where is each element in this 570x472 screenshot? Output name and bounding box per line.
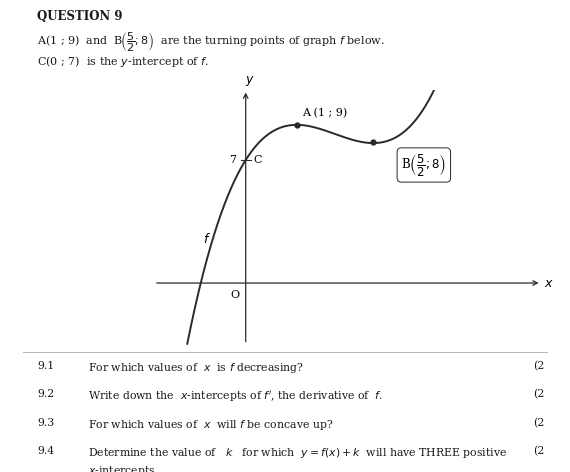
- Text: $x$-intercepts.: $x$-intercepts.: [88, 464, 159, 472]
- Text: O: O: [230, 290, 239, 300]
- Text: $x$: $x$: [544, 277, 554, 289]
- Text: $f$: $f$: [203, 232, 211, 246]
- Text: C(0 ; 7)  is the $y$-intercept of $f$.: C(0 ; 7) is the $y$-intercept of $f$.: [37, 54, 209, 69]
- Text: C: C: [253, 155, 262, 165]
- Text: (2: (2: [533, 389, 544, 400]
- Text: 9.1: 9.1: [37, 361, 54, 371]
- Text: B$\left(\dfrac{5}{2};8\right)$: B$\left(\dfrac{5}{2};8\right)$: [401, 152, 446, 178]
- Text: Determine the value of   $k$   for which  $y = f(x)+k$  will have THREE positive: Determine the value of $k$ for which $y …: [88, 446, 508, 460]
- Text: A(1 ; 9)  and  B$\!\left(\dfrac{5}{2};8\right)$  are the turning points of graph: A(1 ; 9) and B$\!\left(\dfrac{5}{2};8\ri…: [37, 31, 385, 54]
- Text: $y$: $y$: [245, 74, 255, 88]
- Text: (2: (2: [533, 418, 544, 428]
- Text: A (1 ; 9): A (1 ; 9): [302, 109, 347, 118]
- Text: 9.3: 9.3: [37, 418, 54, 428]
- Text: (2: (2: [533, 446, 544, 456]
- Text: Write down the  $x$-intercepts of $f'$, the derivative of  $f$.: Write down the $x$-intercepts of $f'$, t…: [88, 389, 384, 405]
- Text: 9.2: 9.2: [37, 389, 54, 399]
- Text: For which values of  $x$  will $f$ be concave up?: For which values of $x$ will $f$ be conc…: [88, 418, 333, 432]
- Text: For which values of  $x$  is $f$ decreasing?: For which values of $x$ is $f$ decreasin…: [88, 361, 304, 375]
- Text: QUESTION 9: QUESTION 9: [37, 10, 123, 24]
- Text: (2: (2: [533, 361, 544, 371]
- Text: 9.4: 9.4: [37, 446, 54, 456]
- Text: 7: 7: [230, 155, 237, 165]
